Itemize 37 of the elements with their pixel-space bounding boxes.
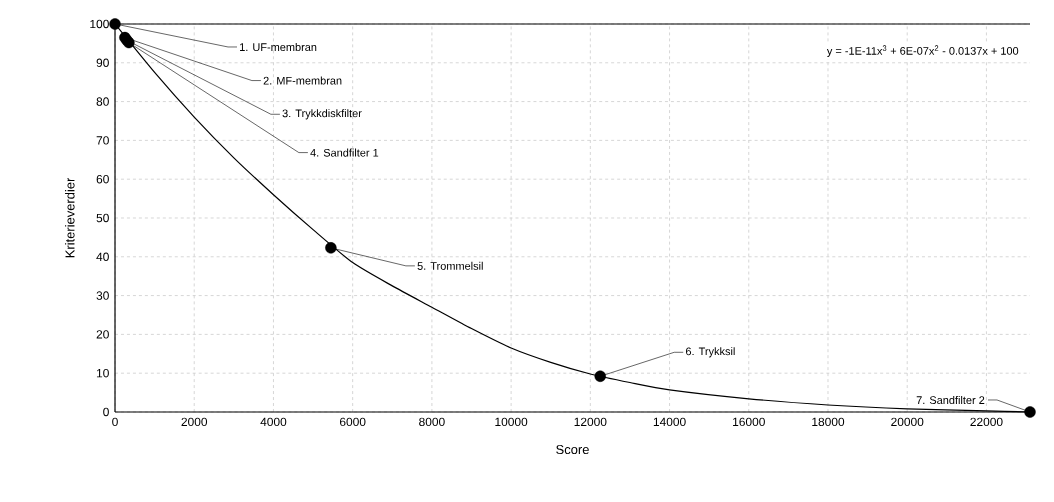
annotation: 7. Sandfilter 2 <box>916 395 985 405</box>
annotation: 6. Trykksil <box>686 347 735 358</box>
y-tick-label: 80 <box>96 97 109 106</box>
x-tick-label: 6000 <box>339 417 366 427</box>
y-tick-label: 20 <box>96 330 109 339</box>
annotation: y = -1E-11x$^{3}$ + 6E-07x$^{2}$ - 0.0137x + 100 <box>826 45 1019 57</box>
x-tick-label: 20000 <box>891 417 924 427</box>
y-tick-label: 50 <box>96 213 109 223</box>
x-tick-label: 4000 <box>260 417 287 427</box>
y-tick-label: 100 <box>90 19 109 29</box>
y-tick-label: 40 <box>96 252 109 262</box>
x-tick-label: 0 <box>112 417 118 427</box>
point <box>1024 406 1036 418</box>
y-tick-label: 0 <box>103 407 109 417</box>
x-tick-label: 18000 <box>812 417 845 427</box>
annotation: 3. Trykkdiskfilter <box>282 109 362 120</box>
point <box>325 242 337 254</box>
x-axis-title: Score <box>556 444 589 455</box>
x-tick-label: 14000 <box>653 417 686 427</box>
y-tick-label: 30 <box>96 291 109 300</box>
point <box>594 370 606 382</box>
x-tick-label: 16000 <box>733 417 765 427</box>
annotation: 4. Sandfilter 1 <box>310 148 379 157</box>
annotation: 5. Trommelsil <box>417 261 483 270</box>
y-tick-label: 10 <box>96 368 109 378</box>
x-tick-label: 22000 <box>970 417 1003 427</box>
y-tick-label: 60 <box>96 174 109 184</box>
point <box>109 18 121 30</box>
y-tick-label: 90 <box>96 58 109 68</box>
x-tick-label: 8000 <box>419 417 445 427</box>
y-tick-label: 70 <box>96 136 109 145</box>
annotation: 1. UF-membran <box>240 42 317 52</box>
x-tick-label: 12000 <box>574 417 607 427</box>
x-tick-label: 2000 <box>181 417 208 427</box>
annotation: 2. MF-membran <box>263 76 342 85</box>
y-axis-title: Kriterieverdier <box>65 177 75 258</box>
x-tick-label: 10000 <box>495 417 528 427</box>
